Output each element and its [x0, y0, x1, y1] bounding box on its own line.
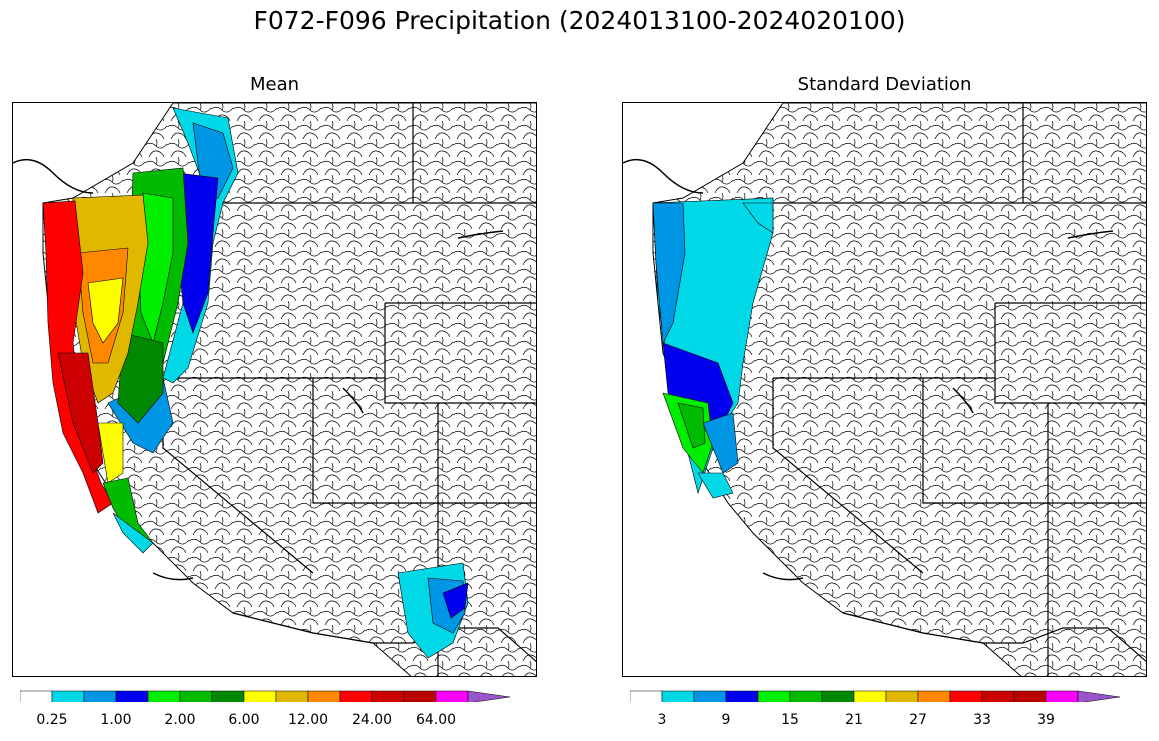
- lakes-and-coast: [623, 158, 1114, 581]
- stddev-basins: [652, 197, 774, 499]
- colorbar-segment: [243, 690, 277, 702]
- colorbar-tick-label: 24.00: [351, 712, 393, 728]
- colorbar-segment: [467, 690, 511, 702]
- colorbar-tick-label: 15: [781, 712, 799, 728]
- colorbar-segment: [1077, 690, 1121, 702]
- mean-panel-title: Mean: [249, 74, 300, 95]
- colorbar-tick-label: 3: [657, 712, 667, 728]
- colorbar-segment: [917, 690, 951, 702]
- colorbar-tick-label: 12.00: [287, 712, 329, 728]
- colorbar-tick-label: 39: [1037, 712, 1055, 728]
- colorbar-segment: [51, 690, 85, 702]
- colorbar-segment: [83, 690, 117, 702]
- political-boundaries: [653, 103, 1146, 676]
- stddev-colorbar: [630, 690, 1121, 702]
- colorbar-segment: [20, 690, 53, 702]
- colorbar-tick-label: 64.00: [415, 712, 457, 728]
- colorbar-tick-label: 6.00: [228, 712, 260, 728]
- stddev-map: [622, 102, 1147, 677]
- colorbar-segment: [339, 690, 373, 702]
- colorbar-segment: [789, 690, 823, 702]
- figure-title: F072-F096 Precipitation (2024013100-2024…: [253, 6, 906, 35]
- colorbar-segment: [371, 690, 405, 702]
- mean-map: [12, 102, 537, 677]
- colorbar-segment: [693, 690, 727, 702]
- colorbar-segment: [1045, 690, 1079, 702]
- mean-colorbar: [20, 690, 511, 702]
- colorbar-segment: [275, 690, 309, 702]
- colorbar-segment: [115, 690, 149, 702]
- colorbar-segment: [211, 690, 245, 702]
- colorbar-segment: [661, 690, 695, 702]
- colorbar-segment: [853, 690, 887, 702]
- colorbar-segment: [949, 690, 983, 702]
- colorbar-tick-label: 9: [721, 712, 731, 728]
- colorbar-segment: [757, 690, 791, 702]
- colorbar-segment: [179, 690, 213, 702]
- colorbar-segment: [307, 690, 341, 702]
- colorbar-segment: [885, 690, 919, 702]
- colorbar-tick-label: 21: [845, 712, 863, 728]
- colorbar-tick-label: 0.25: [36, 712, 68, 728]
- colorbar-segment: [147, 690, 181, 702]
- colorbar-segment: [821, 690, 855, 702]
- colorbar-tick-label: 1.00: [100, 712, 132, 728]
- precipitation-basins: [42, 107, 469, 659]
- colorbar-segment: [435, 690, 469, 702]
- colorbar-tick-label: 2.00: [164, 712, 196, 728]
- colorbar-segment: [725, 690, 759, 702]
- colorbar-tick-label: 33: [973, 712, 991, 728]
- lakes-and-coast: [13, 158, 504, 581]
- colorbar-tick-label: 27: [909, 712, 927, 728]
- colorbar-segment: [403, 690, 437, 702]
- colorbar-segment: [1013, 690, 1047, 702]
- colorbar-segment: [630, 690, 663, 702]
- stddev-panel-title: Standard Deviation: [797, 74, 972, 95]
- colorbar-segment: [981, 690, 1015, 702]
